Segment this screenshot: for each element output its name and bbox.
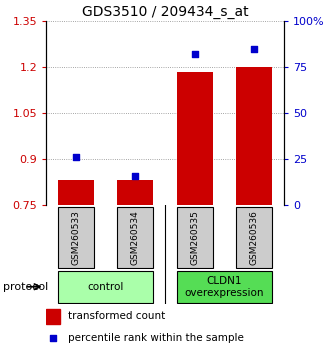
Bar — [177, 271, 272, 303]
Point — [251, 46, 257, 52]
Text: GSM260533: GSM260533 — [71, 210, 81, 265]
Title: GDS3510 / 209434_s_at: GDS3510 / 209434_s_at — [82, 5, 248, 19]
Bar — [58, 207, 94, 268]
Point — [51, 336, 56, 341]
Bar — [58, 271, 153, 303]
Bar — [236, 207, 272, 268]
Point — [133, 173, 138, 179]
Bar — [58, 179, 94, 205]
Bar — [236, 67, 272, 205]
Text: GSM260535: GSM260535 — [190, 210, 199, 265]
Text: percentile rank within the sample: percentile rank within the sample — [68, 333, 244, 343]
Text: protocol: protocol — [3, 282, 49, 292]
Text: CLDN1
overexpression: CLDN1 overexpression — [185, 276, 264, 298]
Bar — [117, 207, 153, 268]
Bar — [177, 73, 213, 205]
Text: GSM260534: GSM260534 — [131, 210, 140, 264]
Text: control: control — [87, 282, 124, 292]
Bar — [46, 309, 60, 324]
Text: GSM260536: GSM260536 — [249, 210, 259, 265]
Point — [192, 52, 197, 57]
Bar — [117, 179, 153, 205]
Bar — [177, 207, 213, 268]
Text: transformed count: transformed count — [68, 311, 165, 321]
Point — [73, 155, 79, 160]
